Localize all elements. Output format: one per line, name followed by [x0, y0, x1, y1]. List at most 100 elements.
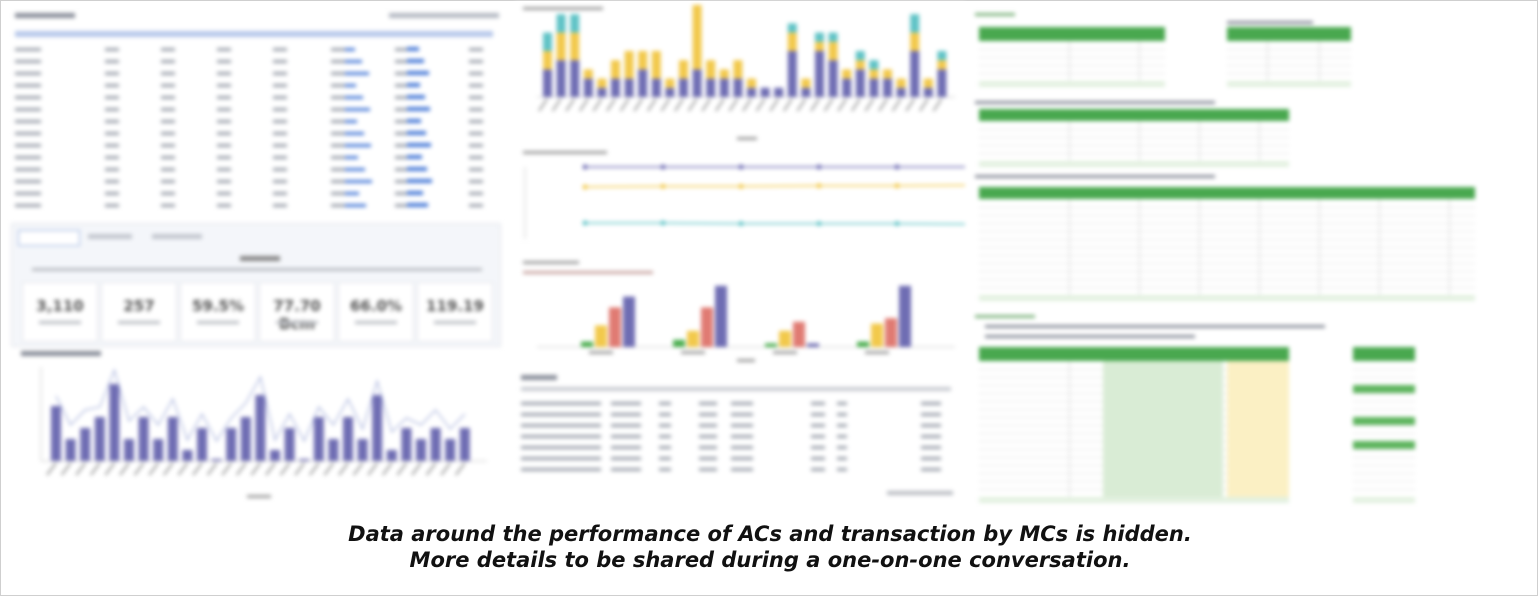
x-axis-title: [737, 359, 755, 362]
table-cell: [731, 424, 753, 427]
table-row[interactable]: [15, 177, 493, 187]
table-cell: [105, 48, 119, 51]
table-cell: [15, 48, 41, 51]
table-row[interactable]: [15, 189, 493, 199]
column-divider: [1199, 199, 1200, 295]
table-row[interactable]: [521, 410, 951, 419]
bar: [51, 406, 61, 461]
table-cell: [217, 132, 231, 135]
table-cell: [161, 204, 175, 207]
table-row[interactable]: [521, 443, 951, 452]
table-row[interactable]: [15, 153, 493, 163]
table-row[interactable]: [15, 81, 493, 91]
table-row[interactable]: [15, 45, 493, 55]
left-top-table-controls[interactable]: [389, 13, 499, 18]
table-cell: [331, 192, 345, 195]
filter-dropdown[interactable]: [18, 230, 80, 246]
table-row[interactable]: [521, 421, 951, 430]
bar: [609, 307, 621, 347]
table-cell: [521, 468, 601, 471]
blurred-dashboard: 3,110 257 59.5% 77.70 Bcm 66.0% 119.19: [5, 3, 1533, 509]
table-row[interactable]: [521, 465, 951, 474]
bar: [226, 428, 237, 461]
bar-segment: [937, 51, 947, 61]
table-cell: [217, 120, 231, 123]
table-row[interactable]: [521, 399, 951, 408]
caption: Data around the performance of ACs and t…: [1, 521, 1538, 573]
table-cell: [15, 84, 41, 87]
table-cell: [161, 48, 175, 51]
table-cell: [611, 446, 641, 449]
table-bar: [345, 108, 370, 111]
table-cell: [811, 413, 825, 416]
kpi-label: [355, 321, 397, 324]
table-cell: [15, 72, 41, 75]
mid-table-body: [521, 399, 951, 475]
table-row: [979, 145, 1289, 154]
left-top-table-title: [15, 13, 75, 18]
table-cell: [217, 204, 231, 207]
bar-segment: [570, 60, 580, 97]
line-chart: [523, 151, 978, 239]
table-row[interactable]: [521, 454, 951, 463]
table-cell: [659, 413, 671, 416]
caption-line-1: Data around the performance of ACs and t…: [348, 522, 1192, 546]
table-cell: [811, 435, 825, 438]
kpi-subtitle: [32, 268, 482, 271]
tick-label: [206, 462, 218, 476]
bar: [445, 439, 456, 461]
table-row[interactable]: [15, 93, 493, 103]
table-cell: [331, 60, 345, 63]
table-row[interactable]: [15, 117, 493, 127]
bar: [459, 428, 470, 461]
table-cell: [331, 180, 345, 183]
table-cell: [331, 144, 345, 147]
table-cell: [469, 192, 483, 195]
column-divider: [1069, 361, 1070, 497]
table-row[interactable]: [15, 201, 493, 211]
table-row[interactable]: [15, 57, 493, 67]
table-row[interactable]: [15, 165, 493, 175]
tick-label: [633, 98, 644, 112]
tick-label: [75, 462, 86, 476]
table-bar: [407, 167, 427, 171]
table-cell: [395, 192, 409, 195]
table-row[interactable]: [15, 141, 493, 151]
table-bar: [345, 132, 364, 135]
table-row[interactable]: [521, 432, 951, 441]
table-cell: [273, 168, 287, 171]
table-row[interactable]: [15, 105, 493, 115]
table-cell: [217, 84, 231, 87]
table-cell: [105, 132, 119, 135]
table-row: [979, 207, 1475, 216]
bar: [109, 384, 120, 461]
filter-dropdown-2[interactable]: [88, 234, 132, 239]
table-cell: [395, 168, 409, 171]
mid-table-pager[interactable]: [887, 491, 953, 495]
bar: [124, 439, 134, 461]
column-divider: [1319, 41, 1320, 81]
table-cell: [921, 446, 941, 449]
table-cell: [273, 180, 287, 183]
bar-segment: [692, 5, 702, 70]
highlight-row: [1353, 385, 1415, 393]
table-cell: [331, 96, 345, 99]
table-row[interactable]: [15, 129, 493, 139]
sheet-4: [979, 187, 1475, 301]
tick-label: [701, 98, 712, 112]
tick-label: [367, 462, 379, 476]
table-row: [979, 129, 1289, 138]
table-cell: [611, 402, 641, 405]
sheet-5: [979, 347, 1289, 503]
bar-segment: [910, 51, 920, 97]
table-cell: [469, 156, 483, 159]
table-cell: [273, 120, 287, 123]
table-row: [1353, 401, 1415, 410]
table-cell: [469, 72, 483, 75]
table-row[interactable]: [15, 69, 493, 79]
bar: [153, 439, 164, 461]
table-cell: [811, 446, 825, 449]
bar: [779, 330, 791, 347]
filter-dropdown-3[interactable]: [152, 234, 202, 239]
tick-label: [352, 462, 364, 476]
